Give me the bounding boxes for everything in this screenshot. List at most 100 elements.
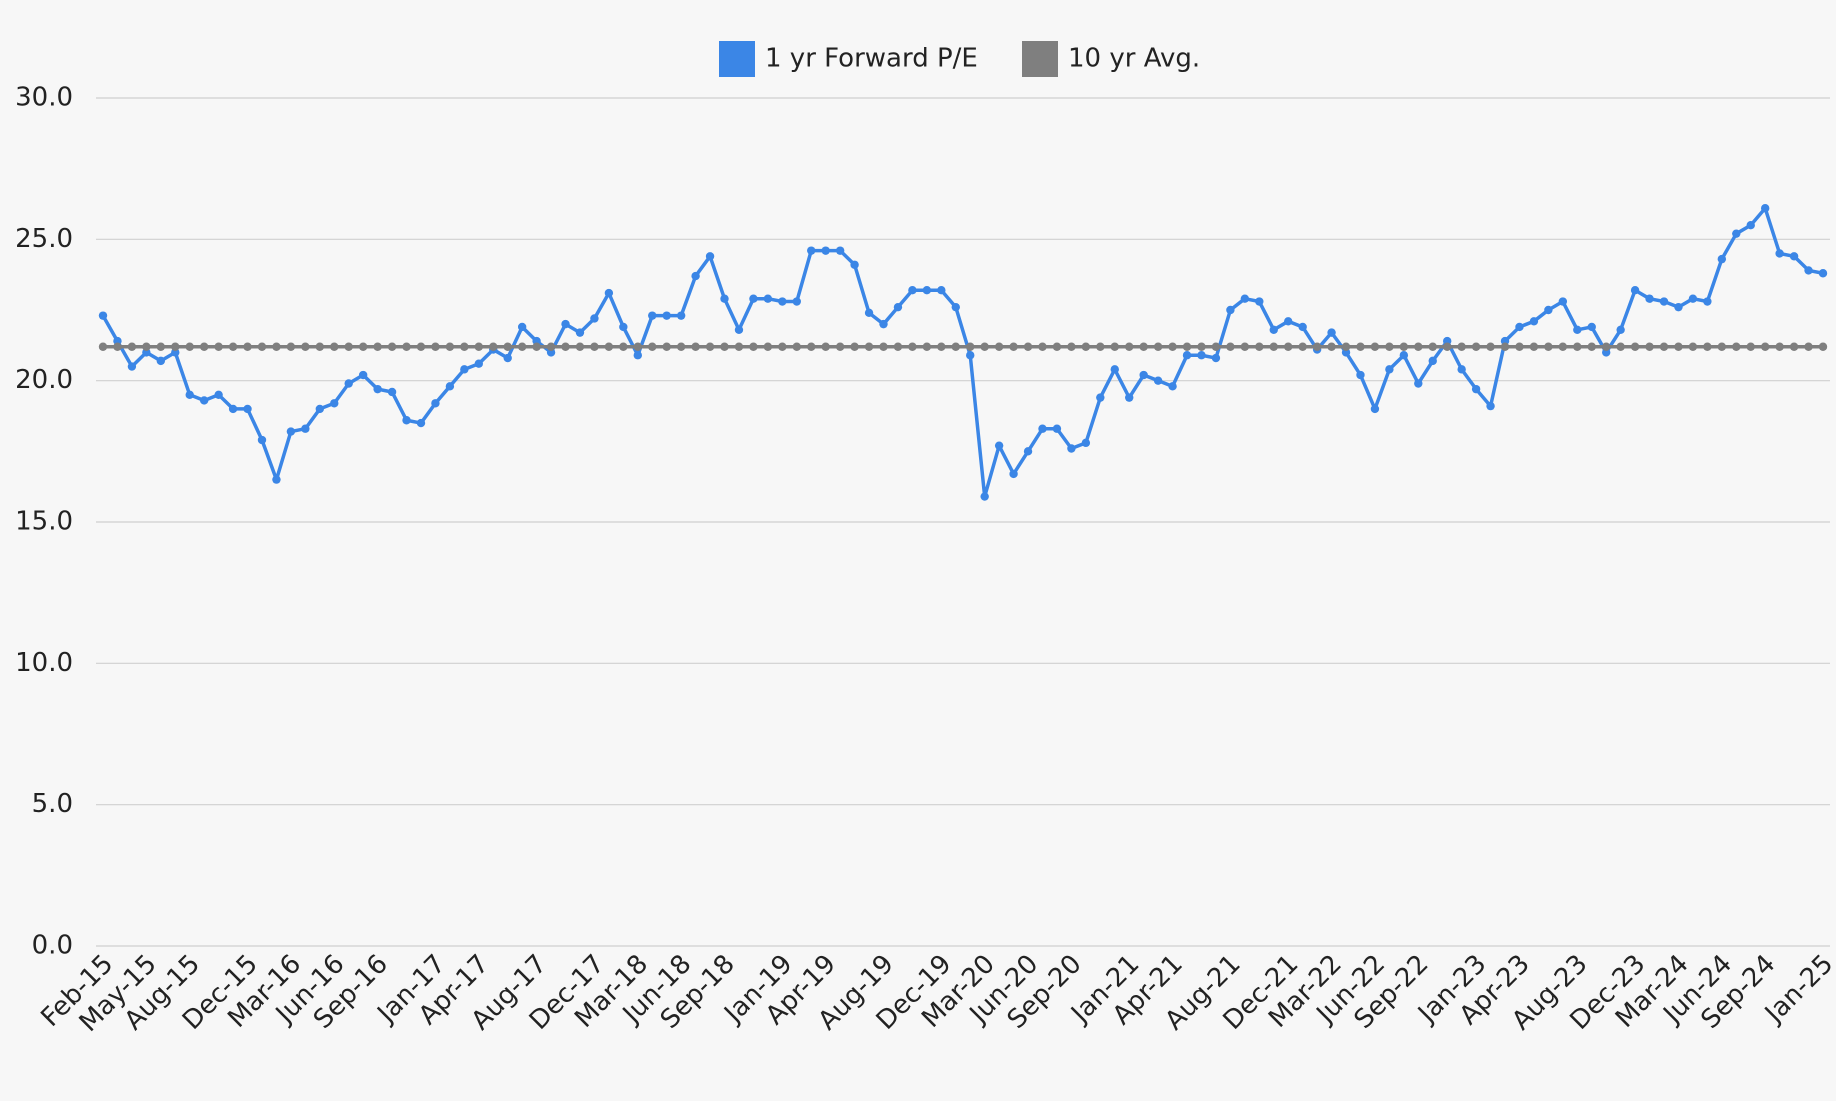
data-point — [1414, 379, 1423, 388]
y-tick-label: 20.0 — [15, 365, 73, 395]
data-point — [648, 342, 657, 351]
data-point — [1038, 424, 1047, 433]
data-point — [1573, 325, 1582, 334]
data-point — [1587, 322, 1596, 332]
data-point — [1760, 342, 1770, 351]
data-point — [416, 418, 426, 428]
data-point — [1197, 342, 1206, 351]
data-point — [460, 365, 469, 374]
data-point — [835, 342, 845, 351]
data-point — [1717, 342, 1727, 351]
data-point — [1168, 382, 1177, 391]
data-point — [778, 342, 787, 351]
data-point — [358, 342, 368, 351]
data-point — [821, 246, 830, 255]
data-point — [402, 416, 411, 425]
data-point — [1226, 342, 1235, 351]
data-point — [156, 342, 166, 351]
data-point — [893, 302, 903, 312]
data-point — [1746, 221, 1755, 230]
data-point — [416, 342, 426, 351]
data-point — [474, 359, 483, 368]
data-point — [1544, 305, 1553, 315]
data-point — [1486, 401, 1495, 411]
data-point — [344, 342, 353, 351]
data-point — [1110, 365, 1119, 374]
data-point — [1327, 342, 1336, 351]
data-point — [1443, 342, 1452, 351]
data-point — [301, 342, 310, 351]
data-point — [893, 342, 903, 351]
data-point — [980, 492, 989, 501]
data-point — [228, 404, 238, 414]
data-point — [966, 342, 975, 351]
data-point — [1370, 404, 1380, 414]
data-point — [1659, 297, 1669, 306]
data-point — [705, 342, 715, 351]
data-point — [1789, 252, 1799, 261]
data-point — [879, 319, 888, 329]
data-point — [1284, 342, 1293, 351]
data-point — [445, 382, 455, 391]
data-point — [763, 294, 773, 303]
data-point — [792, 342, 801, 351]
data-point — [1182, 342, 1192, 351]
data-point — [604, 288, 614, 298]
data-point — [1255, 342, 1264, 351]
data-point — [445, 342, 455, 351]
data-point — [1471, 384, 1481, 394]
data-point — [1688, 342, 1698, 351]
data-point — [214, 390, 223, 399]
data-point — [720, 342, 729, 351]
data-point — [691, 342, 700, 351]
data-point — [1760, 204, 1770, 213]
data-point — [951, 302, 960, 312]
data-point — [879, 342, 888, 351]
legend-swatch — [1022, 41, 1058, 77]
data-point — [1067, 444, 1076, 453]
data-point — [1616, 325, 1625, 334]
data-point — [257, 342, 267, 351]
data-point — [1703, 297, 1712, 306]
data-point — [127, 342, 137, 351]
data-point — [1009, 342, 1018, 351]
data-point — [662, 311, 671, 320]
data-point — [315, 342, 325, 351]
data-point — [1284, 317, 1293, 326]
data-point — [142, 342, 151, 351]
data-point — [1385, 342, 1394, 351]
data-point — [864, 342, 874, 351]
data-point — [835, 246, 845, 255]
data-point — [1659, 342, 1669, 351]
data-point — [966, 351, 975, 360]
data-point — [1153, 376, 1163, 385]
data-point — [807, 246, 816, 255]
data-point — [676, 342, 686, 351]
data-point — [460, 342, 469, 351]
data-point — [1023, 342, 1033, 351]
data-point — [575, 342, 585, 351]
legend-label: 10 yr Avg. — [1068, 44, 1200, 74]
data-point — [1717, 254, 1727, 264]
data-point — [1096, 393, 1105, 402]
data-point — [1052, 342, 1062, 351]
data-point — [387, 387, 397, 397]
data-point — [243, 342, 252, 351]
data-point — [1211, 342, 1221, 351]
data-point — [1211, 353, 1221, 363]
data-point — [199, 342, 209, 351]
data-point — [373, 384, 382, 394]
data-point — [561, 342, 570, 351]
data-point — [214, 342, 223, 351]
data-point — [1515, 322, 1524, 332]
data-point — [1182, 351, 1192, 360]
data-point — [1457, 365, 1466, 374]
data-point — [171, 342, 180, 351]
data-point — [1732, 229, 1741, 238]
data-point — [778, 297, 787, 306]
data-point — [243, 404, 252, 414]
data-point — [1500, 342, 1510, 351]
data-point — [994, 342, 1004, 351]
data-point — [1746, 342, 1755, 351]
